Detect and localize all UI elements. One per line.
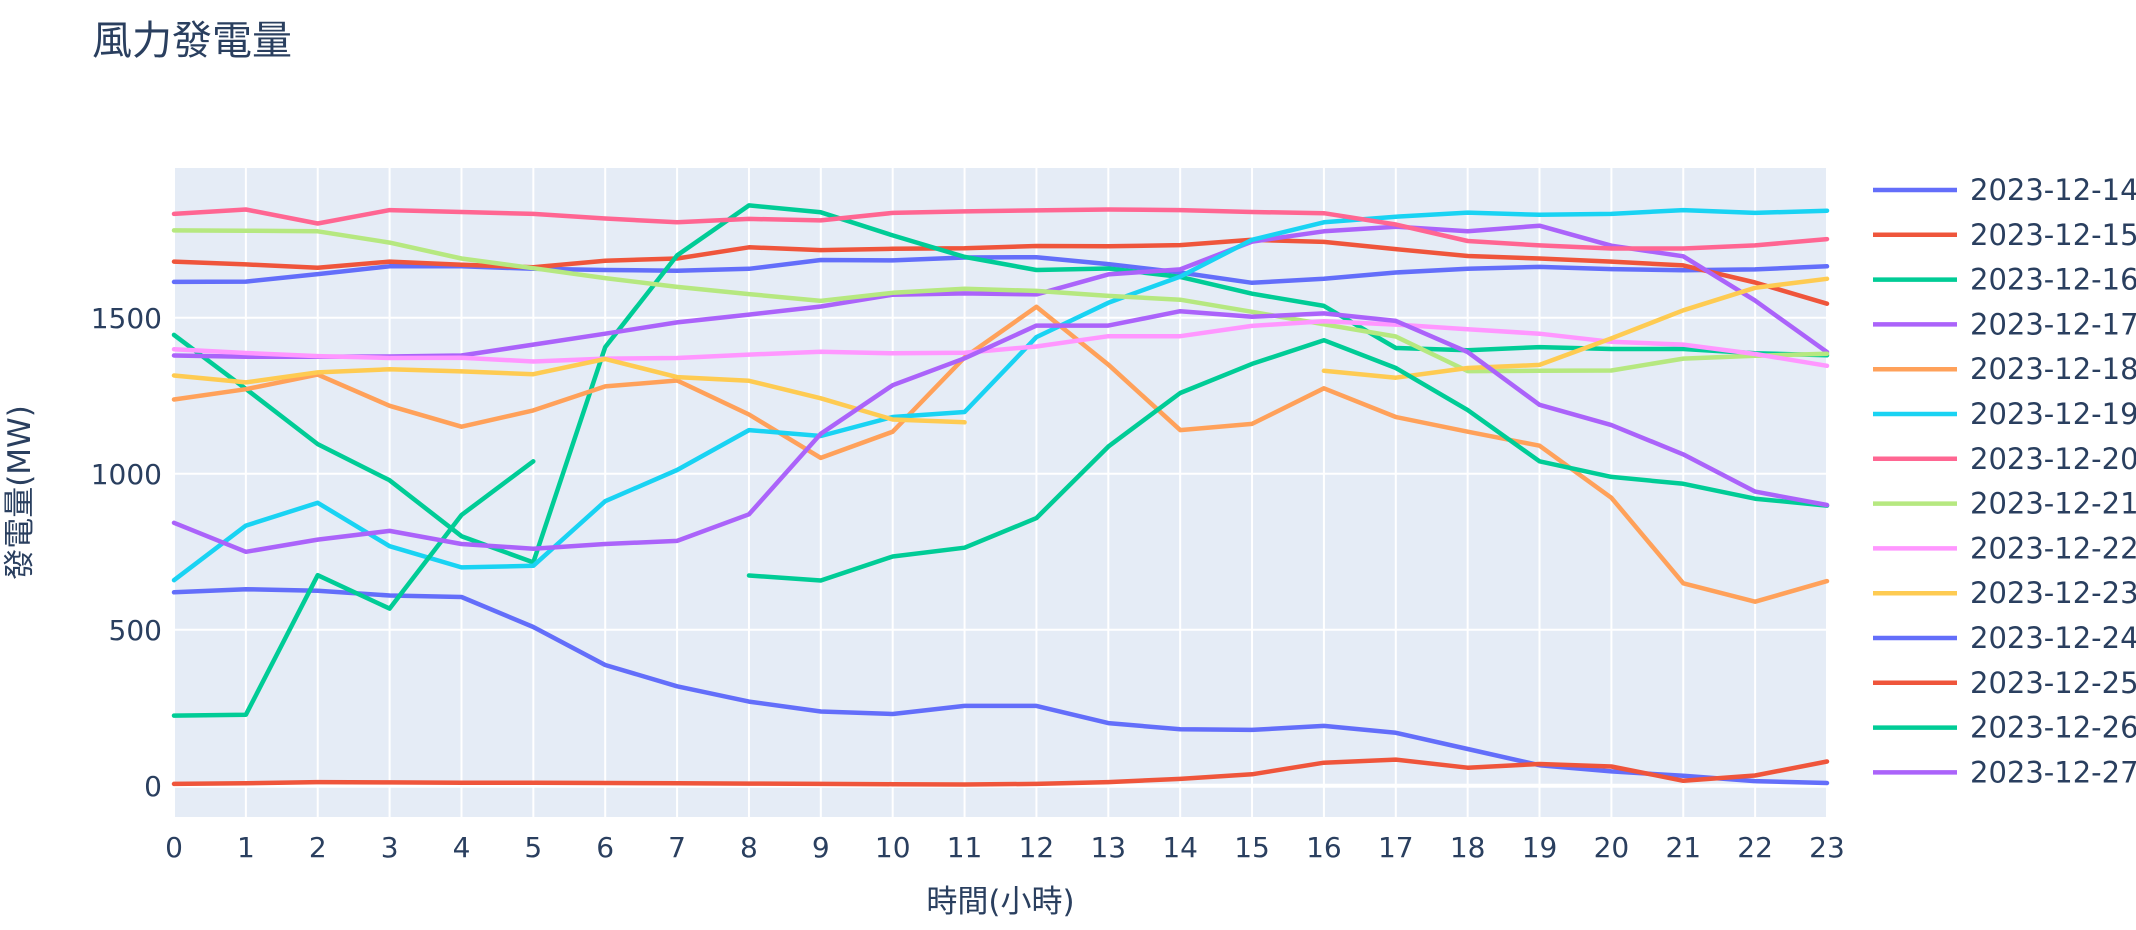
legend-label: 2023-12-24	[1970, 621, 2136, 655]
legend-label: 2023-12-25	[1970, 666, 2136, 700]
y-tick-label: 1000	[91, 458, 162, 491]
x-tick-label: 13	[1090, 831, 1126, 864]
plot-background	[174, 168, 1827, 817]
legend-label: 2023-12-20	[1970, 442, 2136, 476]
x-tick-label: 2	[309, 831, 327, 864]
x-tick-label: 12	[1019, 831, 1055, 864]
x-tick-label: 23	[1809, 831, 1845, 864]
x-tick-label: 0	[165, 831, 183, 864]
x-tick-label: 6	[596, 831, 614, 864]
legend-label: 2023-12-26	[1970, 711, 2136, 745]
legend-label: 2023-12-21	[1970, 487, 2136, 521]
series-line-2023-12-26	[171, 337, 1830, 718]
x-tick-label: 5	[524, 831, 542, 864]
x-tick-label: 22	[1737, 831, 1773, 864]
x-tick-label: 18	[1450, 831, 1486, 864]
x-tick-label: 16	[1306, 831, 1342, 864]
legend-label: 2023-12-23	[1970, 576, 2136, 610]
x-tick-label: 4	[453, 831, 471, 864]
x-tick-label: 19	[1522, 831, 1558, 864]
x-tick-label: 7	[668, 831, 686, 864]
legend-label: 2023-12-15	[1970, 218, 2136, 252]
x-tick-label: 1	[237, 831, 255, 864]
x-tick-label: 11	[947, 831, 983, 864]
x-tick-label: 15	[1234, 831, 1270, 864]
series-line-2023-12-20	[171, 207, 1830, 251]
legend-label: 2023-12-17	[1970, 307, 2136, 341]
x-tick-label: 21	[1665, 831, 1701, 864]
series-line-2023-12-19	[171, 207, 1830, 583]
legend-label: 2023-12-16	[1970, 263, 2136, 297]
legend-label: 2023-12-22	[1970, 531, 2136, 565]
x-tick-label: 3	[381, 831, 399, 864]
x-axis-title: 時間(小時)	[926, 884, 1074, 920]
series-line-2023-12-25	[171, 757, 1830, 787]
legend-label: 2023-12-18	[1970, 352, 2136, 386]
legend-label: 2023-12-27	[1970, 755, 2136, 789]
legend-label: 2023-12-19	[1970, 397, 2136, 431]
series-line-2023-12-16	[171, 203, 1830, 565]
series-line-2023-12-15	[171, 237, 1830, 306]
x-tick-label: 10	[875, 831, 911, 864]
chart-title: 風力發電量	[92, 18, 292, 64]
y-tick-label: 1500	[91, 302, 162, 335]
series-line-2023-12-22	[171, 318, 1830, 369]
legend-label: 2023-12-14	[1970, 173, 2136, 207]
x-tick-label: 17	[1378, 831, 1414, 864]
x-tick-label: 8	[740, 831, 758, 864]
y-tick-label: 500	[109, 614, 162, 647]
x-tick-label: 9	[812, 831, 830, 864]
y-axis-title: 發電量(MW)	[2, 405, 38, 580]
y-tick-label: 0	[144, 770, 162, 803]
x-tick-label: 14	[1162, 831, 1198, 864]
series-line-2023-12-27	[171, 308, 1830, 555]
series-line-2023-12-21	[171, 228, 1830, 374]
x-tick-label: 20	[1594, 831, 1630, 864]
series-line-2023-12-18	[171, 304, 1830, 604]
